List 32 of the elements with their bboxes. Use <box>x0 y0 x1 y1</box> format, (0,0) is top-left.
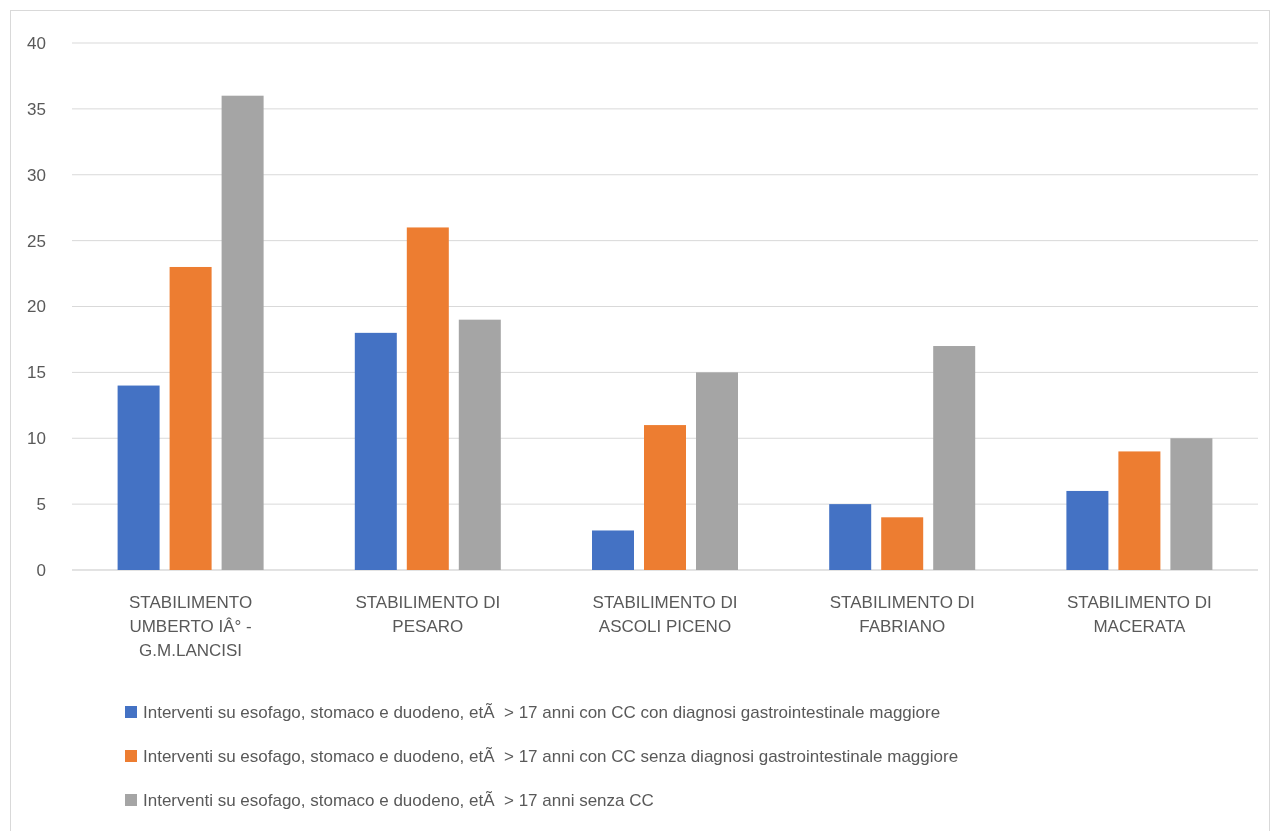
bar <box>458 319 501 570</box>
bar <box>354 332 397 570</box>
bar <box>696 372 738 570</box>
y-tick-label: 15 <box>27 363 46 383</box>
x-tick-label: STABILIMENTO DI ASCOLI PICENO <box>592 593 738 636</box>
bar <box>406 227 449 570</box>
bar <box>1118 451 1161 570</box>
y-tick-label: 40 <box>27 33 46 53</box>
x-tick-label: STABILIMENTO UMBERTO IÂ° - G.M.LANCISI <box>129 593 253 660</box>
y-tick-label: 10 <box>27 429 46 449</box>
legend-label: Interventi su esofago, stomaco e duodeno, etÃ > 17 anni con CC con diagnosi gastrointestinale maggiore <box>143 702 941 722</box>
bar <box>881 517 924 570</box>
y-tick-label: 25 <box>27 231 46 251</box>
bar <box>933 346 976 570</box>
bar <box>644 425 686 570</box>
bar <box>592 530 634 570</box>
y-tick-label: 5 <box>36 495 46 515</box>
x-tick-label: STABILIMENTO DI FABRIANO <box>829 593 975 636</box>
bar <box>829 504 872 570</box>
bar <box>117 385 160 570</box>
y-tick-label: 0 <box>36 560 46 580</box>
x-tick-label: STABILIMENTO DI MACERATA <box>1066 593 1212 636</box>
bar <box>221 95 264 570</box>
y-tick-label: 35 <box>27 99 46 119</box>
legend-label: Interventi su esofago, stomaco e duodeno, etÃ > 17 anni senza CC <box>143 790 654 810</box>
bar <box>1170 438 1213 570</box>
bar <box>1066 490 1109 570</box>
x-tick-label: STABILIMENTO DI PESARO <box>355 593 501 636</box>
legend-label: Interventi su esofago, stomaco e duodeno, etÃ > 17 anni con CC senza diagnosi gastrointestinale maggiore <box>143 746 959 766</box>
y-tick-label: 30 <box>27 165 46 185</box>
y-tick-label: 20 <box>27 297 46 317</box>
bar <box>169 266 212 570</box>
